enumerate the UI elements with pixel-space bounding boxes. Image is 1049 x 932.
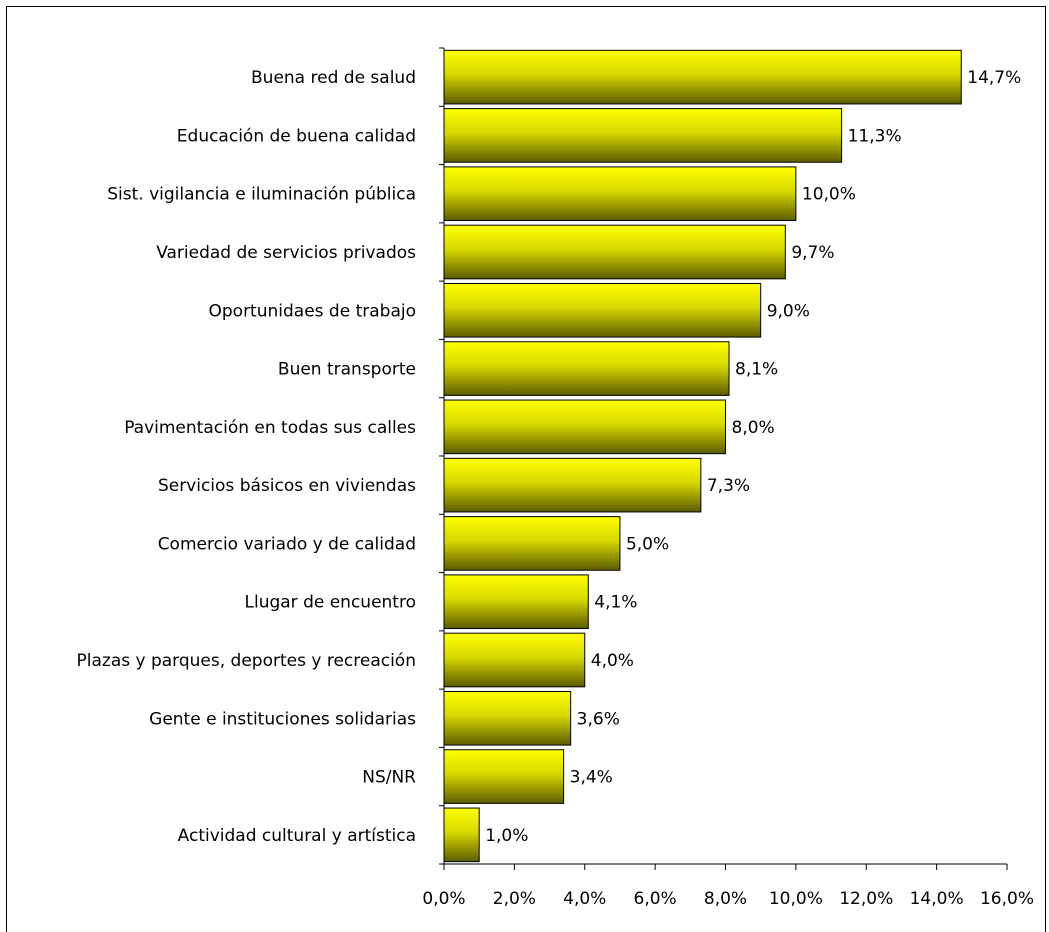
data-label: 9,7%	[791, 243, 834, 263]
data-label: 3,6%	[577, 709, 620, 729]
x-tick-label: 8,0%	[704, 889, 747, 909]
x-tick-label: 14,0%	[910, 889, 964, 909]
data-label: 9,0%	[767, 301, 810, 321]
category-label: Educación de buena calidad	[177, 126, 416, 146]
category-label: Buen transporte	[278, 360, 416, 380]
bar	[443, 108, 843, 163]
bar	[443, 399, 726, 455]
category-label: NS/NR	[362, 768, 416, 788]
bar	[443, 690, 572, 746]
data-label: 5,0%	[626, 534, 669, 554]
category-label: Plazas y parques, deportes y recreación	[77, 651, 417, 671]
bar	[443, 282, 762, 338]
bar	[443, 632, 586, 688]
category-label: Comercio variado y de calidad	[158, 534, 416, 554]
category-label: Gente e instituciones solidarias	[149, 709, 416, 729]
bar	[443, 341, 730, 396]
data-label: 3,4%	[570, 768, 613, 788]
x-tick-label: 10,0%	[769, 889, 823, 909]
x-tick-label: 2,0%	[493, 889, 536, 909]
category-label: Servicios básicos en viviendas	[158, 476, 416, 496]
data-label: 1,0%	[485, 826, 528, 846]
category-label: Oportunidaes de trabajo	[209, 301, 417, 321]
category-label: Variedad de servicios privados	[156, 243, 416, 263]
bar	[443, 574, 589, 630]
data-label: 8,0%	[732, 418, 775, 438]
bar	[443, 749, 565, 804]
category-label: Sist. vigilancia e iluminación pública	[107, 185, 416, 205]
x-tick-label: 6,0%	[634, 889, 677, 909]
data-label: 11,3%	[848, 126, 902, 146]
data-label: 8,1%	[735, 360, 778, 380]
x-tick-label: 12,0%	[839, 889, 893, 909]
bar	[443, 49, 962, 105]
category-label: Buena red de salud	[251, 68, 416, 88]
data-label: 4,0%	[591, 651, 634, 671]
bar	[443, 457, 702, 513]
chart-frame	[6, 6, 1046, 932]
data-label: 14,7%	[967, 68, 1021, 88]
axes-group	[439, 47, 1008, 870]
x-tick-label: 16,0%	[980, 889, 1034, 909]
bar	[443, 807, 480, 863]
bars-group	[443, 49, 962, 863]
labels-group: Buena red de salud 14,7% Educación de buen…	[77, 68, 1035, 909]
x-tick-label: 4,0%	[563, 889, 606, 909]
bar	[443, 516, 621, 571]
data-label: 4,1%	[594, 593, 637, 613]
category-label: Pavimentación en todas sus calles	[124, 418, 416, 438]
bar	[443, 224, 786, 280]
data-label: 10,0%	[802, 185, 856, 205]
x-tick-label: 0,0%	[422, 889, 465, 909]
bar	[443, 166, 797, 222]
category-label: Actividad cultural y artística	[178, 826, 416, 846]
data-label: 7,3%	[707, 476, 750, 496]
category-label: Llugar de encuentro	[245, 593, 417, 613]
